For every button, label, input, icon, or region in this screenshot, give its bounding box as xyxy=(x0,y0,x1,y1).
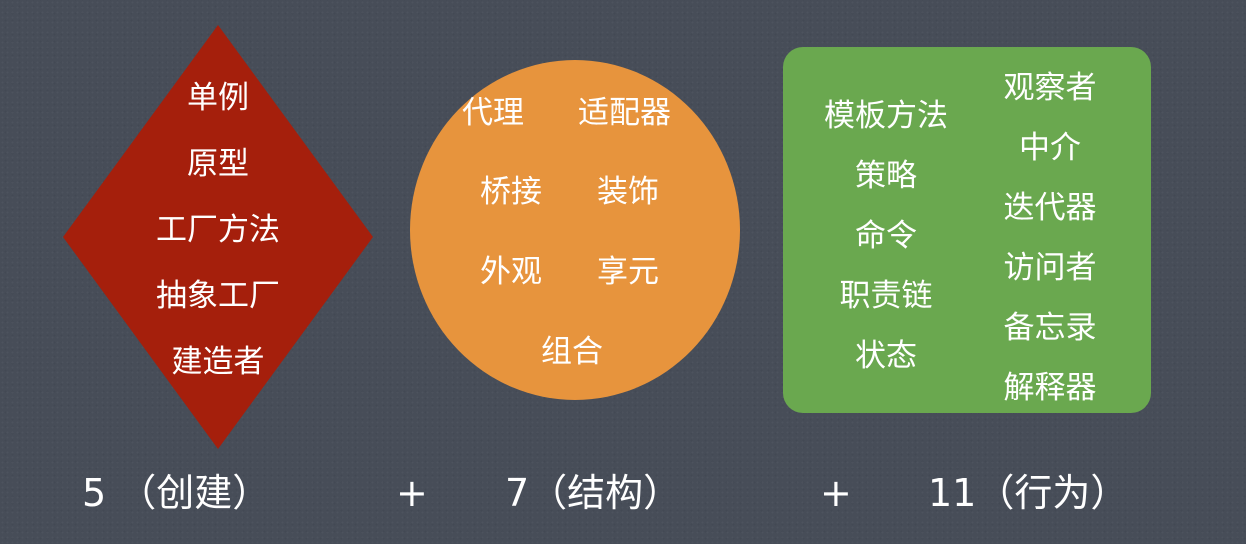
behavioral-item-strategy: 策略 xyxy=(855,158,917,194)
formula-plus-1: + xyxy=(396,471,428,515)
creational-item-prototype: 原型 xyxy=(187,146,249,182)
creational-item-builder: 建造者 xyxy=(171,344,265,380)
structural-item-decorator: 装饰 xyxy=(597,174,659,210)
structural-item-composite: 组合 xyxy=(541,334,603,370)
behavioral-item-state: 状态 xyxy=(855,338,917,374)
structural-item-proxy: 代理 xyxy=(462,95,524,131)
creational-diamond-shape xyxy=(63,25,373,449)
creational-item-factory-method: 工厂方法 xyxy=(156,212,280,248)
behavioral-item-interpreter: 解释器 xyxy=(1003,370,1097,406)
structural-item-bridge: 桥接 xyxy=(480,174,542,210)
structural-item-flyweight: 享元 xyxy=(597,254,659,290)
creational-item-abstract-factory: 抽象工厂 xyxy=(156,278,280,314)
formula-plus-2: + xyxy=(820,471,852,515)
behavioral-left-column: 模板方法 策略 命令 职责链 状态 xyxy=(804,86,968,386)
behavioral-item-chain-of-responsibility: 职责链 xyxy=(839,278,933,314)
structural-item-facade: 外观 xyxy=(480,254,542,290)
formula-behavioral-count: 11（行为） xyxy=(928,471,1129,515)
behavioral-item-command: 命令 xyxy=(855,218,917,254)
structural-item-adapter: 适配器 xyxy=(578,95,671,131)
behavioral-item-iterator: 迭代器 xyxy=(1003,190,1097,226)
behavioral-box xyxy=(783,47,1151,413)
formula-creational-count: 5 （创建） xyxy=(82,471,271,515)
creational-item-singleton: 单例 xyxy=(187,80,249,116)
behavioral-right-column: 观察者 中介 迭代器 访问者 备忘录 解释器 xyxy=(975,58,1125,418)
behavioral-item-mediator: 中介 xyxy=(1019,130,1081,166)
behavioral-item-template-method: 模板方法 xyxy=(824,98,948,134)
formula-structural-count: 7（结构） xyxy=(505,471,682,515)
behavioral-item-observer: 观察者 xyxy=(1003,70,1097,106)
behavioral-item-memento: 备忘录 xyxy=(1003,310,1097,346)
structural-circle xyxy=(410,60,740,400)
behavioral-item-visitor: 访问者 xyxy=(1003,250,1097,286)
